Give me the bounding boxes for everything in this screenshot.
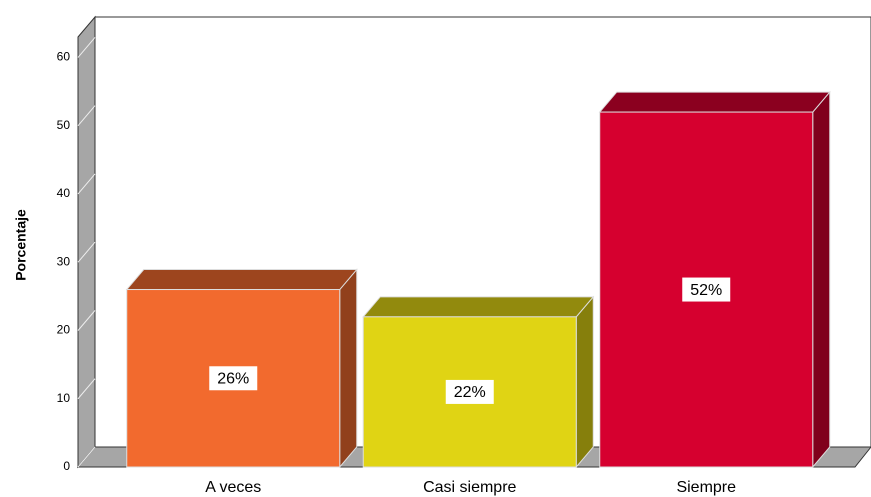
x-tick-label: Siempre	[676, 479, 736, 496]
bar-top	[362, 296, 595, 318]
bar-top	[598, 91, 831, 113]
y-tick-label: 40	[57, 186, 71, 200]
bar-side	[812, 90, 831, 469]
y-tick	[77, 446, 96, 468]
value-label-box	[209, 366, 258, 391]
x-tick-label: A veces	[205, 479, 261, 496]
value-label: 26%	[217, 370, 249, 387]
value-label: 52%	[690, 282, 722, 299]
y-tick	[77, 310, 96, 331]
y-tick	[77, 37, 96, 58]
value-label-box	[445, 379, 494, 404]
y-tick	[77, 105, 96, 127]
y-tick	[77, 378, 96, 400]
value-label: 22%	[454, 384, 486, 401]
x-tick-label: Casi siempre	[423, 479, 516, 496]
y-axis-label: Porcentaje	[13, 209, 29, 281]
y-tick-label: 10	[57, 391, 71, 405]
y-tick-label: 60	[57, 50, 71, 64]
y-tick-label: 0	[63, 459, 70, 473]
y-tick-label: 50	[57, 118, 71, 132]
y-tick-label: 20	[57, 323, 71, 337]
y-tick-label: 30	[57, 254, 71, 268]
bar-top	[125, 269, 358, 291]
y-tick	[77, 173, 96, 195]
bar-side	[575, 295, 594, 469]
bar-side	[339, 268, 358, 469]
y-tick	[77, 241, 96, 263]
value-label-box	[682, 277, 731, 302]
left-wall	[77, 15, 96, 469]
